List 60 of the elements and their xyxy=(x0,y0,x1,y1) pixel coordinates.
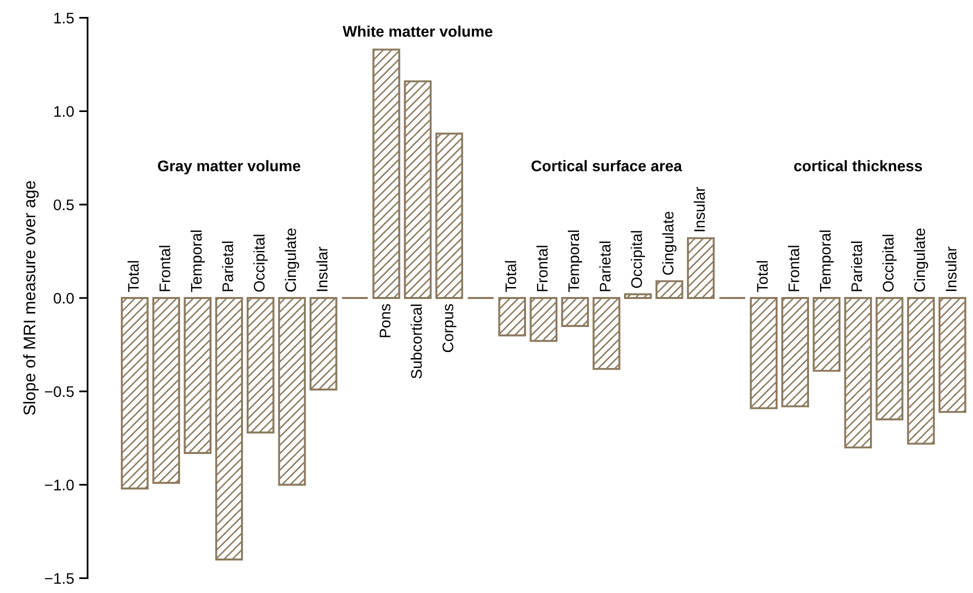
annotation: Cortical surface area xyxy=(532,160,682,172)
x-tick-label: Frontal xyxy=(159,246,170,292)
annotation: White matter volume xyxy=(342,26,492,37)
y-tick-label: 1.5 xyxy=(54,12,74,24)
x-tick-label: Cingulate xyxy=(284,228,300,292)
y-tick-label: 0.5 xyxy=(54,199,74,210)
x-tick-label: Insular xyxy=(694,187,705,232)
y-tick-label: −1.5 xyxy=(44,573,74,584)
x-tick-label: Occipital xyxy=(882,234,897,292)
x-tick-label: Pons xyxy=(380,304,390,338)
bar xyxy=(624,293,652,299)
y-tick-label: −0.5 xyxy=(44,386,74,398)
bar xyxy=(498,297,526,336)
bar xyxy=(530,297,558,342)
bar xyxy=(686,237,715,299)
x-tick-label: Insular xyxy=(316,246,328,291)
x-tick-label: Occipital xyxy=(253,234,268,292)
bar xyxy=(435,132,464,299)
annotation: Gray matter volume xyxy=(158,160,300,174)
x-tick-label: Parietal xyxy=(222,242,234,292)
bar xyxy=(781,297,810,408)
y-tick-label: 1.0 xyxy=(54,106,74,117)
x-tick-label: Total xyxy=(756,261,768,292)
x-tick-label: Insular xyxy=(945,246,957,291)
bar xyxy=(907,297,935,445)
x-tick-label: Subcortical xyxy=(410,304,422,378)
bar xyxy=(592,297,620,370)
y-tick-label: −1.0 xyxy=(44,480,74,490)
bar xyxy=(656,280,684,299)
x-tick-label: Temporal xyxy=(819,230,834,292)
x-tick-label: Temporal xyxy=(568,230,582,292)
x-tick-label: Total xyxy=(505,261,516,292)
bar xyxy=(152,297,180,484)
bar xyxy=(561,297,589,327)
bar xyxy=(750,297,778,410)
x-tick-label: Frontal xyxy=(536,246,548,292)
y-axis-title: Slope of MRI measure over age xyxy=(23,181,39,415)
bar xyxy=(310,297,338,390)
x-tick-label: Cingulate xyxy=(914,228,928,292)
x-tick-label: Corpus xyxy=(442,304,456,352)
x-tick-label: Cingulate xyxy=(662,212,676,275)
bar xyxy=(844,297,872,448)
bar xyxy=(876,297,904,420)
y-tick-label: 0.0 xyxy=(54,292,74,304)
bar xyxy=(372,48,400,299)
x-tick-label: Occipital xyxy=(630,231,646,288)
bar xyxy=(215,297,243,560)
bar xyxy=(278,297,306,486)
bar xyxy=(404,80,432,299)
annotation: cortical thickness xyxy=(794,160,922,172)
bar xyxy=(812,297,840,372)
x-tick-label: Parietal xyxy=(599,242,611,292)
bar xyxy=(184,297,212,454)
bar xyxy=(246,297,274,434)
x-tick-label: Parietal xyxy=(850,242,862,292)
x-tick-label: Total xyxy=(128,261,139,292)
bar xyxy=(120,297,149,490)
x-tick-label: Temporal xyxy=(190,230,205,292)
bar xyxy=(938,297,966,413)
x-tick-label: Frontal xyxy=(788,246,800,292)
